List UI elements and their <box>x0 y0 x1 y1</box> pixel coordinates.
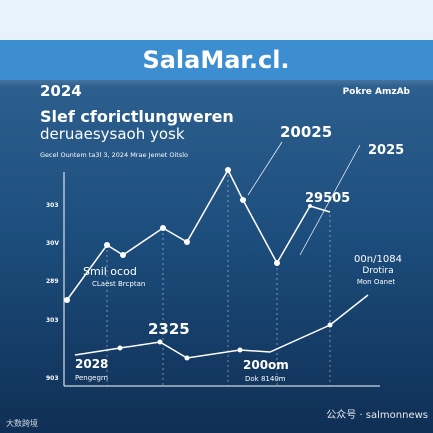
annotation: 2325 <box>148 320 190 338</box>
annotation: 00n/1084 <box>354 254 402 265</box>
annotation: 200om <box>243 358 289 372</box>
corner-label: Pokre AmzAb <box>343 87 411 97</box>
annotation: Dok 8140m <box>245 375 286 383</box>
annotation: 29505 <box>305 191 350 206</box>
annotation: 2028 <box>75 357 108 371</box>
annotation: Smil ocod <box>83 265 137 278</box>
header-band <box>0 40 433 80</box>
annotation: 2025 <box>368 143 404 158</box>
watermark: 大数跨境 <box>6 418 38 428</box>
headline: deruaesysaoh yosk <box>40 125 185 143</box>
axis-label: 30V <box>46 240 59 247</box>
axis-label: 303 <box>46 317 59 324</box>
guides <box>106 170 331 386</box>
points <box>64 167 333 361</box>
leader <box>299 144 361 256</box>
annotation: Pengegrn <box>75 374 108 382</box>
axis-label: 903 <box>46 375 59 382</box>
annotation: Mon Oanet <box>357 278 396 286</box>
title: SalaMar.cl. <box>142 46 289 74</box>
leader <box>247 141 283 196</box>
year: 2024 <box>40 82 82 100</box>
watermark: 公众号 · salmonnews <box>326 409 428 421</box>
upper-line <box>66 168 331 301</box>
axis-label: 303 <box>46 202 59 209</box>
headline: Slef cforictlungweren <box>40 107 234 126</box>
lower-line <box>74 294 369 359</box>
annotation: Drotira <box>362 266 393 276</box>
annotation: CLaest Brcptan <box>92 280 145 288</box>
note: Gecel Ountem ta3l 3, 2024 Mrae Jemet Oit… <box>40 151 188 159</box>
annotation: 20025 <box>280 123 332 141</box>
chart-lines <box>63 141 380 387</box>
axis-label: 289 <box>46 278 59 285</box>
axis-labels: 303 30V 289 303 903 <box>46 202 59 382</box>
